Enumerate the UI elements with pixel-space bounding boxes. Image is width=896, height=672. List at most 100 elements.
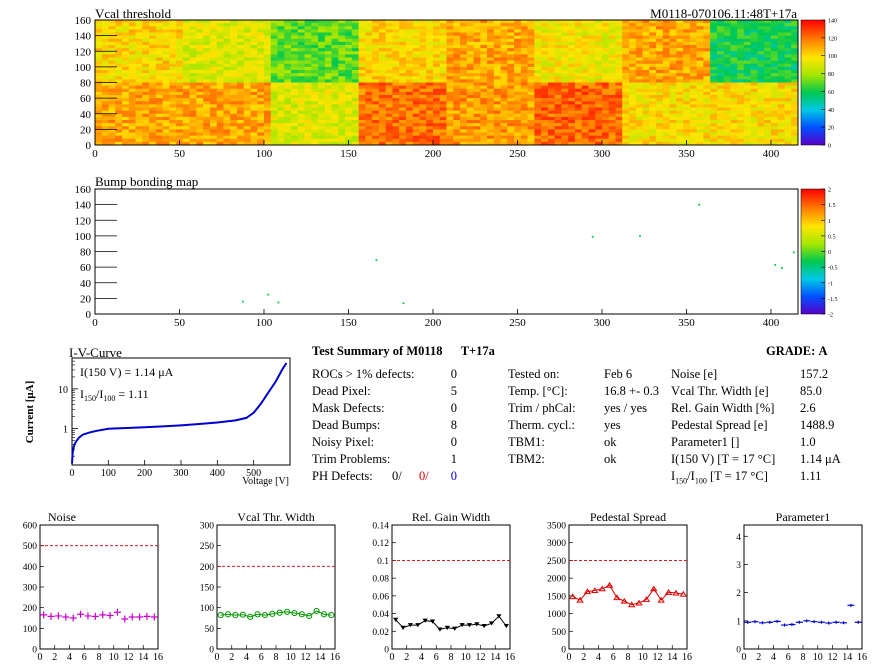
pixel-cell <box>669 138 677 143</box>
pixel-cell <box>216 82 224 86</box>
pixel-cell <box>615 85 623 90</box>
pixel-cell <box>311 132 319 136</box>
pixel-cell <box>554 29 562 33</box>
palette-tick-label: 100 <box>828 54 837 60</box>
pixel-cell <box>487 57 495 61</box>
pixel-cell <box>757 79 765 83</box>
palette-tick-label: -0.5 <box>828 266 838 272</box>
pixel-cell <box>743 35 751 40</box>
pixel-cell <box>169 26 177 30</box>
grade-block: GRADE: A <box>766 343 827 360</box>
pixel-cell <box>385 135 393 140</box>
pixel-cell <box>500 82 508 86</box>
pixel-cell <box>426 110 434 115</box>
pixel-cell <box>622 113 630 118</box>
pixel-cell <box>737 135 745 140</box>
pixel-cell <box>338 45 346 49</box>
pixel-cell <box>196 29 204 33</box>
pixel-cell <box>169 20 177 24</box>
pixel-cell <box>770 48 779 52</box>
pixel-cell <box>487 76 495 80</box>
pixel-cell <box>588 110 596 115</box>
pixel-cell <box>541 85 549 90</box>
pixel-cell <box>507 35 515 40</box>
pixel-cell <box>142 116 150 121</box>
pixel-cell <box>662 35 670 40</box>
pixel-cell <box>426 116 434 121</box>
pixel-cell <box>155 95 163 99</box>
pixel-cell <box>541 91 549 96</box>
pixel-cell <box>534 120 542 124</box>
pixel-cell <box>608 41 616 46</box>
pixel-cell <box>669 104 677 108</box>
pixel-cell <box>716 113 724 118</box>
pixel-cell <box>399 73 407 77</box>
pixel-cell <box>297 91 305 96</box>
row-label: Therm. cycl.: <box>508 418 575 432</box>
pixel-cell <box>676 98 684 102</box>
pixel-cell <box>514 85 522 90</box>
pixel-cell <box>263 88 272 93</box>
pixel-cell <box>791 76 799 80</box>
pixel-cell <box>142 57 150 61</box>
pixel-cell <box>95 138 103 143</box>
pixel-cell <box>507 57 515 61</box>
pixel-cell <box>534 41 542 46</box>
pixel-cell <box>629 116 637 121</box>
pixel-cell <box>622 29 630 33</box>
pixel-cell <box>297 116 305 121</box>
pixel-cell <box>635 29 643 33</box>
pixel-cell <box>95 26 103 30</box>
pixel-cell <box>243 138 251 143</box>
pixel-cell <box>115 26 123 30</box>
pixel-cell <box>162 116 170 121</box>
x-tick-label: 14 <box>490 652 500 663</box>
pixel-cell <box>737 141 745 146</box>
pixel-cell <box>263 85 272 90</box>
pixel-cell <box>534 141 542 146</box>
pixel-cell <box>466 123 474 127</box>
pixel-cell <box>581 70 589 74</box>
pixel-cell <box>723 63 731 68</box>
pixel-cell <box>365 35 373 40</box>
pixel-cell <box>155 113 163 118</box>
pixel-cell <box>635 123 643 127</box>
pixel-cell <box>291 85 299 90</box>
pixel-cell <box>291 38 299 43</box>
pixel-cell <box>297 29 305 33</box>
pixel-cell <box>608 129 616 133</box>
pixel-cell <box>351 76 359 80</box>
pixel-cell <box>203 23 211 27</box>
pixel-cell <box>122 54 130 58</box>
pixel-cell <box>270 70 278 74</box>
pixel-cell <box>405 126 413 130</box>
pixel-cell <box>683 95 691 99</box>
pixel-cell <box>730 26 738 30</box>
pixel-cell <box>358 51 366 55</box>
pixel-cell <box>757 101 765 105</box>
pixel-cell <box>263 141 272 146</box>
pixel-cell <box>95 57 103 61</box>
pixel-cell <box>466 73 474 77</box>
pixel-cell <box>162 113 170 118</box>
pixel-cell <box>527 132 535 136</box>
pixel-cell <box>95 135 103 140</box>
data-point <box>224 611 232 618</box>
pixel-cell <box>115 32 123 36</box>
pixel-cell <box>453 51 461 55</box>
pixel-cell <box>209 95 217 99</box>
pixel-cell <box>716 107 724 111</box>
data-point <box>143 612 151 620</box>
pixel-cell <box>372 57 380 61</box>
pixel-cell <box>291 113 299 118</box>
pixel-cell <box>149 38 157 43</box>
y-tick-label: 2000 <box>547 575 566 585</box>
pixel-cell <box>615 104 623 108</box>
pixel-cell <box>284 48 292 52</box>
pixel-cell <box>378 88 386 93</box>
pixel-cell <box>291 98 299 102</box>
pixel-cell <box>142 48 150 52</box>
pixel-cell <box>622 66 630 71</box>
pixel-cell <box>101 116 109 121</box>
pixel-cell <box>446 120 454 124</box>
